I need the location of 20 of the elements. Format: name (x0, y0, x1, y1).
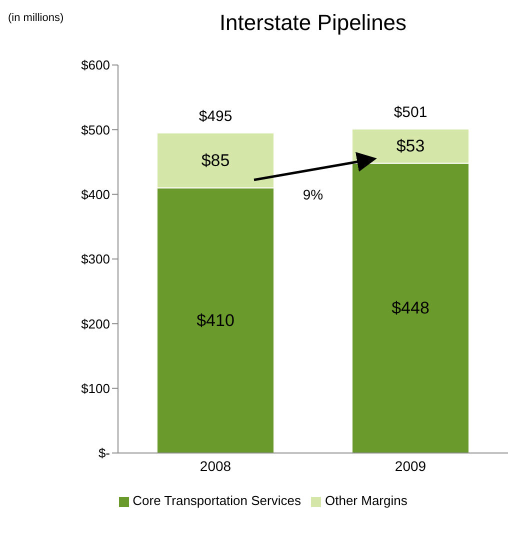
y-tick-label: $200 (81, 316, 110, 332)
y-tick-label: $- (98, 446, 110, 461)
data-label: $53 (396, 136, 425, 156)
y-tick-label: $500 (81, 122, 110, 138)
legend-label: Other Margins (324, 493, 408, 508)
x-tick-label: 2008 (200, 458, 232, 474)
text: (in millions) (8, 12, 64, 24)
total-label: $495 (198, 108, 232, 125)
annotation: 9% (302, 186, 324, 203)
y-tick-label: $400 (81, 186, 110, 202)
legend-label: Core Transportation Services (132, 493, 301, 508)
y-tick-label: $100 (81, 380, 110, 396)
data-label: $448 (392, 298, 430, 318)
y-tick-label: $600 (81, 58, 110, 73)
x-tick-label: 2009 (394, 458, 426, 474)
chart-title: Interstate Pipelines (218, 10, 408, 36)
data-label: $85 (201, 150, 230, 170)
y-tick-label: $300 (81, 252, 110, 267)
total-label: $501 (394, 104, 428, 122)
data-label: $410 (196, 310, 234, 330)
